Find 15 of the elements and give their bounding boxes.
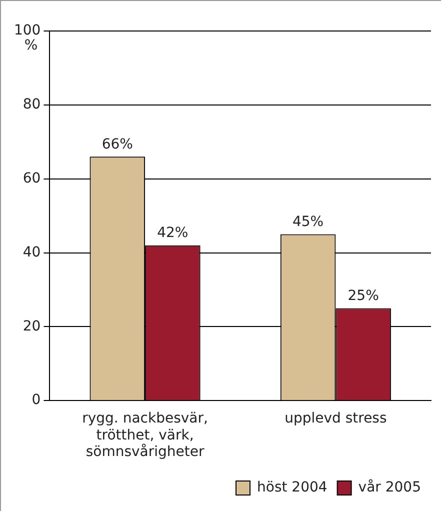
- y-tick-label: 60: [22, 170, 41, 186]
- legend-label: vår 2005: [358, 478, 422, 496]
- data-label: 25%: [348, 288, 379, 304]
- y-axis-title: %: [24, 38, 38, 54]
- x-tick-label: rygg. nackbesvär, trötthet, värk, sömnsvårigheter: [82, 410, 208, 460]
- legend-label: höst 2004: [257, 480, 328, 496]
- data-label: 42%: [157, 225, 188, 242]
- data-label: 45%: [292, 214, 324, 230]
- x-tick-label: upplevd stress: [284, 410, 387, 427]
- data-label: 66%: [102, 136, 133, 152]
- y-tick-label: 100: [14, 22, 41, 39]
- y-tick-label: 40: [22, 244, 41, 260]
- y-tick-label: 80: [22, 96, 41, 113]
- y-tick-label: 0: [32, 392, 41, 408]
- y-tick-label: 20: [22, 318, 41, 334]
